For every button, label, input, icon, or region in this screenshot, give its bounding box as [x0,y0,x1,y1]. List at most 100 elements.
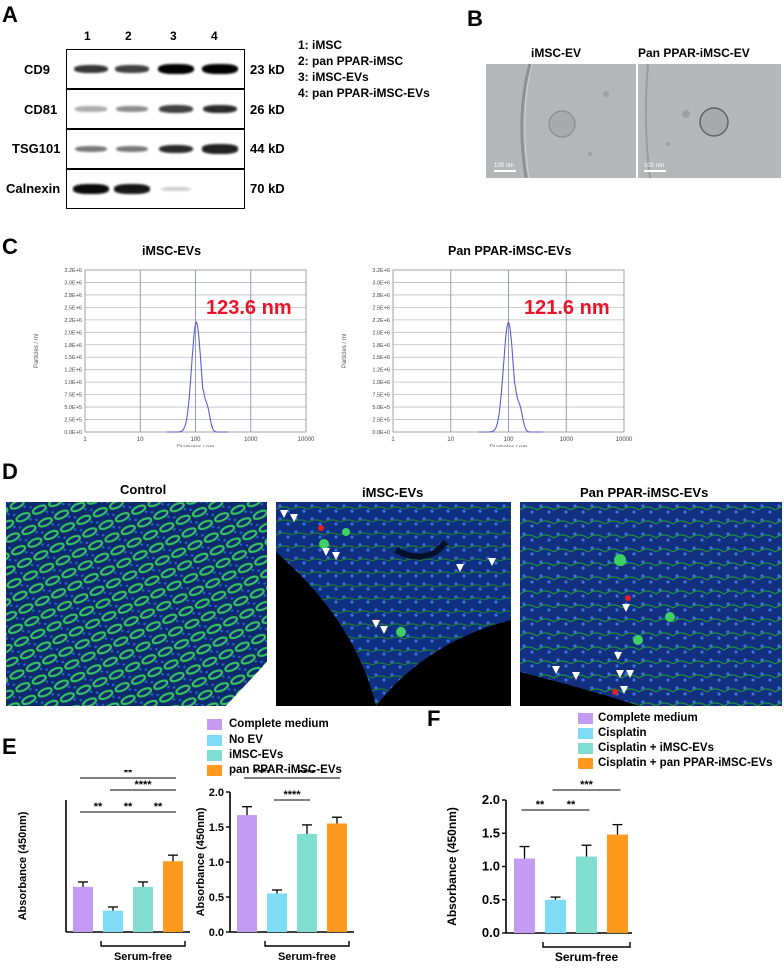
nta-size-distribution-chart: 0.0E+0 2.5E+5 5.0E+5 7.5E+5 1.0E+6 1.2E+6 1.5E… [34,268,315,447]
y-tick-label: 1.8E+6 [372,343,390,349]
size-distribution-curve [166,321,229,433]
lane-label: 2 [125,29,132,43]
y-tick-label: 1.8E+6 [64,343,82,349]
blot-band [158,64,194,74]
y-tick-label: 2.0 [209,787,224,799]
y-tick-label: 5.0E+5 [64,405,82,411]
y-tick-label: 0.0E+0 [372,430,390,436]
size-distribution-curve [478,321,543,433]
y-tick-label: 1.0 [209,857,224,869]
legend-swatch [207,765,222,776]
legend-label: Complete medium [229,718,329,730]
blot-band [115,105,149,113]
blot-band [75,106,107,112]
bar-chart-e-left: Absorbance (450nm)******** ** **Serum-free [17,770,190,963]
bar [133,886,153,932]
significance-label: ** [536,799,545,811]
y-tick-label: 5.0E+5 [372,405,390,411]
em-image-title: iMSC-EV [531,46,582,60]
legend-label: No EV [229,734,263,746]
y-tick-label: 3.2E+6 [64,268,82,274]
legend-label: iMSC-EVs [229,749,284,761]
bar [576,856,597,933]
cryo-em-micrograph: 100 nm [638,64,781,178]
blot-band [114,184,150,194]
serum-free-bracket [542,942,631,948]
serum-free-bracket [264,941,350,947]
legend-label: pan PPAR-iMSC-EVs [229,764,342,776]
significance-label: *** [580,779,594,791]
blot-band [73,184,109,194]
micrograph-title: Pan PPAR-iMSC-EVs [580,485,709,500]
x-axis-label: Diameter / nm [177,445,215,447]
x-tick-label: 1 [83,437,87,443]
fluorescence-image-pan-ppar-evs [520,502,782,706]
blot-strip [66,129,245,169]
bar [267,893,287,932]
y-tick-label: 1.5 [209,822,224,834]
y-tick-label: 1.2E+6 [372,368,390,374]
bar [297,834,317,932]
blot-band [202,144,238,154]
legend-swatch [207,750,222,761]
molecular-weight: 44 kD [250,141,285,156]
legend-swatch [578,728,593,739]
y-tick-label: 2.0 [482,792,500,807]
lane-label: 3 [170,29,177,43]
blot-band [158,144,194,154]
x-tick-label: 10 [447,437,454,443]
blot-band [73,64,109,74]
x-tick-label: 1 [391,437,395,443]
x-tick-label: 10000 [616,437,633,443]
x-axis-label: Diameter / nm [490,445,528,447]
bar [545,899,566,933]
micrograph-title: iMSC-EVs [362,485,424,500]
lane-legend-item: 2: pan PPAR-iMSC [298,54,404,68]
significance-label: ** [154,801,163,813]
legend-swatch [578,758,593,769]
blot-band [202,64,238,74]
legend-label: Cisplatin + pan PPAR-iMSC-EVs [598,757,773,769]
y-tick-label: 2.5E+6 [64,305,82,311]
y-tick-label: 2.0E+6 [64,330,82,336]
bar [327,823,347,932]
panel-f-label: F [427,706,441,731]
legend-label: Complete medium [598,712,698,724]
nta-size-distribution-chart: 0.0E+0 2.5E+5 5.0E+5 7.5E+5 1.0E+6 1.2E+6 1.5E… [342,268,633,447]
fluorescence-image-imsc-evs [276,502,511,706]
x-tick-label: 1000 [244,437,258,443]
x-tick-label: 100 [503,437,514,443]
x-tick-label: 1000 [560,437,574,443]
blot-band [115,145,149,153]
y-tick-label: 3.0E+6 [64,280,82,286]
legend-swatch [578,743,593,754]
bar [163,861,183,932]
lane-label: 1 [84,29,91,43]
y-tick-label: 2.8E+6 [372,293,390,299]
y-tick-label: 3.2E+6 [372,268,390,274]
peak-size-label: 123.6 nm [206,297,292,319]
serum-free-bracket [100,941,186,947]
y-tick-label: 1.2E+6 [64,368,82,374]
kidney-tissue-image [276,502,511,706]
x-tick-label: 100 [190,437,201,443]
scale-bar-label: 100 nm [644,163,664,169]
lane-label: 4 [211,29,218,43]
significance-label: **** [253,770,271,779]
blot-band [160,186,192,192]
bar [103,910,123,932]
y-axis-label: Absorbance (450nm) [17,811,29,920]
panel-a-label: A [2,2,18,27]
blot-band [74,145,108,153]
blot-row-name: TSG101 [12,141,61,156]
panel-c-label: C [2,234,18,259]
group-label: Serum-free [278,951,336,963]
blot-strip [66,169,245,209]
blot-strip [66,89,245,129]
plot-frame [84,269,307,433]
em-image-pan-ppar-ev: 100 nm [638,64,781,178]
y-tick-label: 2.2E+6 [372,318,390,324]
y-axis-label: Particles / ml [342,334,348,368]
